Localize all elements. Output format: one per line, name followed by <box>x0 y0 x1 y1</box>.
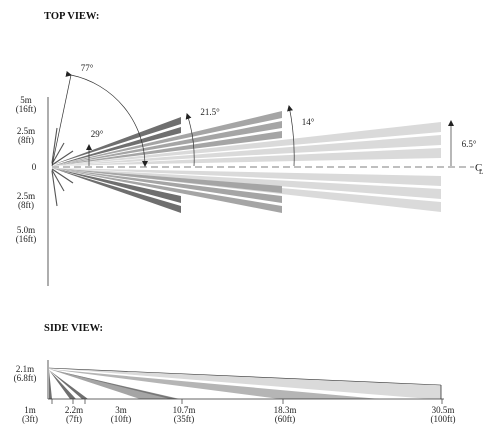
angle-6-5-indicator: 6.5° <box>448 120 477 166</box>
y-label-2-5m-m: 2.5m <box>17 126 35 136</box>
fan-line-4 <box>51 168 74 184</box>
dist-2-2m-m: 2.2m <box>65 405 83 415</box>
side-view-top-ray <box>48 367 442 386</box>
fan-line-5 <box>51 169 65 192</box>
dist-30-5m-m: 30.5m <box>432 405 455 415</box>
angle-21-5-label: 21.5° <box>200 107 220 117</box>
dist-18-3m-m: 18.3m <box>274 405 297 415</box>
side-beam-3ft <box>49 370 52 399</box>
side-view-heading: SIDE VIEW: <box>44 323 103 334</box>
beam-lower-8 <box>52 168 181 213</box>
top-view-beams-upper <box>52 111 441 166</box>
angle-14-indicator: 14° <box>287 105 315 167</box>
fan-line-6 <box>51 170 58 207</box>
side-beam-60ft <box>49 369 380 399</box>
dist-10-7m-ft: (35ft) <box>174 414 195 424</box>
fan-line-2 <box>51 142 65 165</box>
beam-upper-7 <box>52 135 441 166</box>
y-label-5m-m: 5m <box>20 95 32 105</box>
beam-lower-7 <box>52 168 181 203</box>
angle-6-5-label: 6.5° <box>462 139 477 149</box>
top-view-heading: TOP VIEW: <box>44 11 99 22</box>
angle-77-indicator: 77° <box>51 63 148 167</box>
dist-3m-m: 3m <box>115 405 127 415</box>
angle-77-ray <box>51 74 72 167</box>
beam-lower-4 <box>52 168 282 193</box>
dist-3m-ft: (10ft) <box>111 414 132 424</box>
top-view-y-labels: 5m (16ft) 2.5m (8ft) 0 2.5m (8ft) 5.0m (… <box>16 95 37 244</box>
beam-lower-3 <box>52 168 441 212</box>
distance-labels: 1m (3ft) 2.2m (7ft) 3m (10ft) 10.7m (35f… <box>22 405 456 424</box>
dist-30-5m-ft: (100ft) <box>431 414 456 424</box>
angle-29-label: 29° <box>91 129 104 139</box>
side-beam-35ft-core <box>49 369 178 399</box>
y-label-2-5m-ft: (8ft) <box>18 135 34 145</box>
angle-14-arc <box>287 105 295 167</box>
y-label-neg-5m-m: 5.0m <box>17 225 35 235</box>
centerline-l: L <box>479 168 483 176</box>
side-beam-7ft <box>49 370 76 399</box>
centerline-symbol: C L <box>475 162 483 176</box>
beam-upper-8 <box>52 148 441 166</box>
beam-lower-1 <box>52 168 441 186</box>
y-label-neg-2-5m-ft: (8ft) <box>18 200 34 210</box>
dist-10-7m-m: 10.7m <box>173 405 196 415</box>
beam-lower-5 <box>52 168 282 203</box>
centerline-c: C <box>475 162 482 174</box>
dist-1m-m: 1m <box>24 405 36 415</box>
angle-29-indicator: 29° <box>86 129 104 166</box>
fan-line-1 <box>51 127 58 164</box>
side-beam-35ft <box>49 369 180 399</box>
side-beam-long <box>49 368 441 399</box>
dist-1m-ft: (3ft) <box>22 414 38 424</box>
dist-18-3m-ft: (60ft) <box>275 414 296 424</box>
y-label-zero: 0 <box>32 162 37 172</box>
angle-21-5-indicator: 21.5° <box>185 107 220 167</box>
side-beam-10ft <box>49 370 88 399</box>
beam-lower-6 <box>52 168 282 213</box>
height-label-ft: (6.8ft) <box>14 373 37 383</box>
y-label-neg-5m-ft: (16ft) <box>16 234 37 244</box>
angle-21-5-arc <box>185 113 195 167</box>
beam-upper-6 <box>52 122 441 166</box>
dist-2-2m-ft: (7ft) <box>66 414 82 424</box>
distance-ticks <box>51 399 443 404</box>
angle-77-arc <box>65 71 148 167</box>
y-label-neg-2-5m-m: 2.5m <box>17 191 35 201</box>
side-view-beams <box>49 368 441 399</box>
angle-77-label: 77° <box>81 63 94 73</box>
angle-14-label: 14° <box>302 117 315 127</box>
top-view-beams-lower <box>52 168 441 213</box>
height-label-m: 2.1m <box>16 364 34 374</box>
y-label-5m-ft: (16ft) <box>16 104 37 114</box>
